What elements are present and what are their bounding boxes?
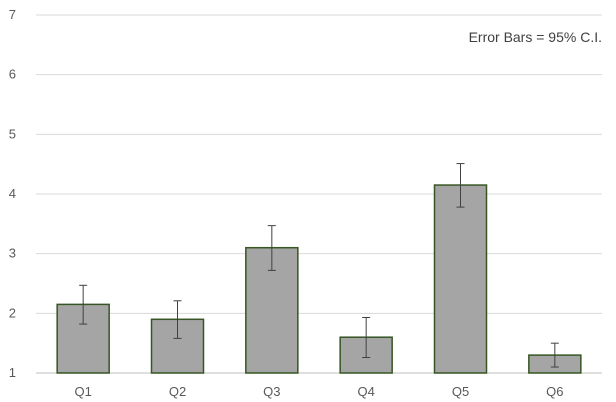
- x-tick-label: Q3: [263, 384, 280, 399]
- x-tick-label: Q4: [357, 384, 374, 399]
- y-tick-label: 4: [9, 186, 16, 201]
- x-tick-label: Q1: [74, 384, 91, 399]
- bar-q5: [433, 184, 488, 374]
- y-tick-label: 7: [9, 7, 16, 22]
- y-tick-label: 2: [9, 305, 16, 320]
- y-tick-label: 3: [9, 246, 16, 261]
- error-bar-q3: [267, 225, 276, 271]
- x-axis-ticks: Q1 Q2 Q3 Q4 Q5 Q6: [74, 384, 563, 399]
- gridlines: [36, 14, 602, 374]
- y-axis-ticks: 1 2 3 4 5 6 7: [9, 7, 16, 380]
- error-bars: [79, 163, 559, 368]
- error-bar-q6: [550, 342, 559, 368]
- error-bar-q1: [79, 284, 88, 325]
- y-tick-label: 1: [9, 365, 16, 380]
- error-bar-q4: [362, 317, 371, 358]
- y-tick-label: 5: [9, 126, 16, 141]
- bars: [56, 184, 582, 374]
- x-tick-label: Q2: [169, 384, 186, 399]
- error-bar-q2: [173, 300, 182, 339]
- x-tick-label: Q6: [546, 384, 563, 399]
- y-tick-label: 6: [9, 67, 16, 82]
- x-tick-label: Q5: [452, 384, 469, 399]
- error-bar-q5: [456, 163, 465, 208]
- chart-annotation: Error Bars = 95% C.I.: [469, 29, 602, 45]
